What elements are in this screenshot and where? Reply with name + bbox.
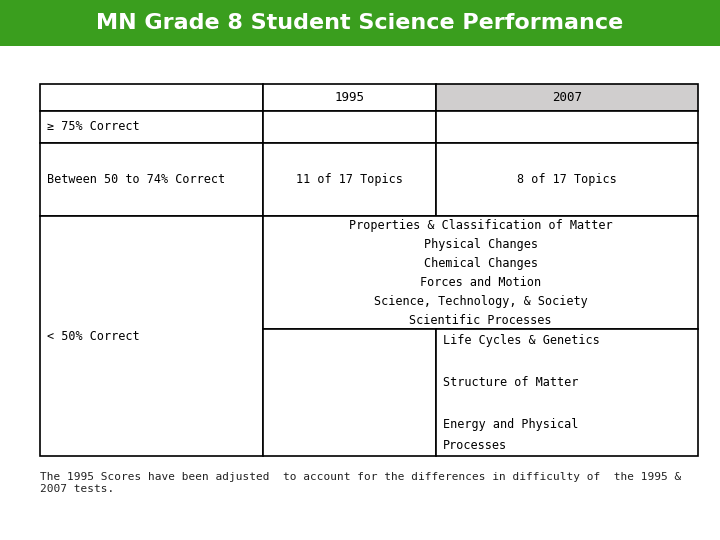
Text: Properties & Classification of Matter
Physical Changes
Chemical Changes
Forces a: Properties & Classification of Matter Ph…: [348, 219, 613, 327]
Text: 11 of 17 Topics: 11 of 17 Topics: [296, 173, 402, 186]
Text: ≥ 75% Correct: ≥ 75% Correct: [47, 120, 140, 133]
Text: 8 of 17 Topics: 8 of 17 Topics: [517, 173, 617, 186]
Text: < 50% Correct: < 50% Correct: [47, 329, 140, 343]
Text: Life Cycles & Genetics

Structure of Matter

Energy and Physical
Processes: Life Cycles & Genetics Structure of Matt…: [443, 334, 600, 452]
Text: The 1995 Scores have been adjusted  to account for the differences in difficulty: The 1995 Scores have been adjusted to ac…: [40, 472, 681, 494]
Text: 1995: 1995: [334, 91, 364, 104]
Text: Between 50 to 74% Correct: Between 50 to 74% Correct: [47, 173, 225, 186]
Text: MN Grade 8 Student Science Performance: MN Grade 8 Student Science Performance: [96, 13, 624, 33]
Text: 2007: 2007: [552, 91, 582, 104]
